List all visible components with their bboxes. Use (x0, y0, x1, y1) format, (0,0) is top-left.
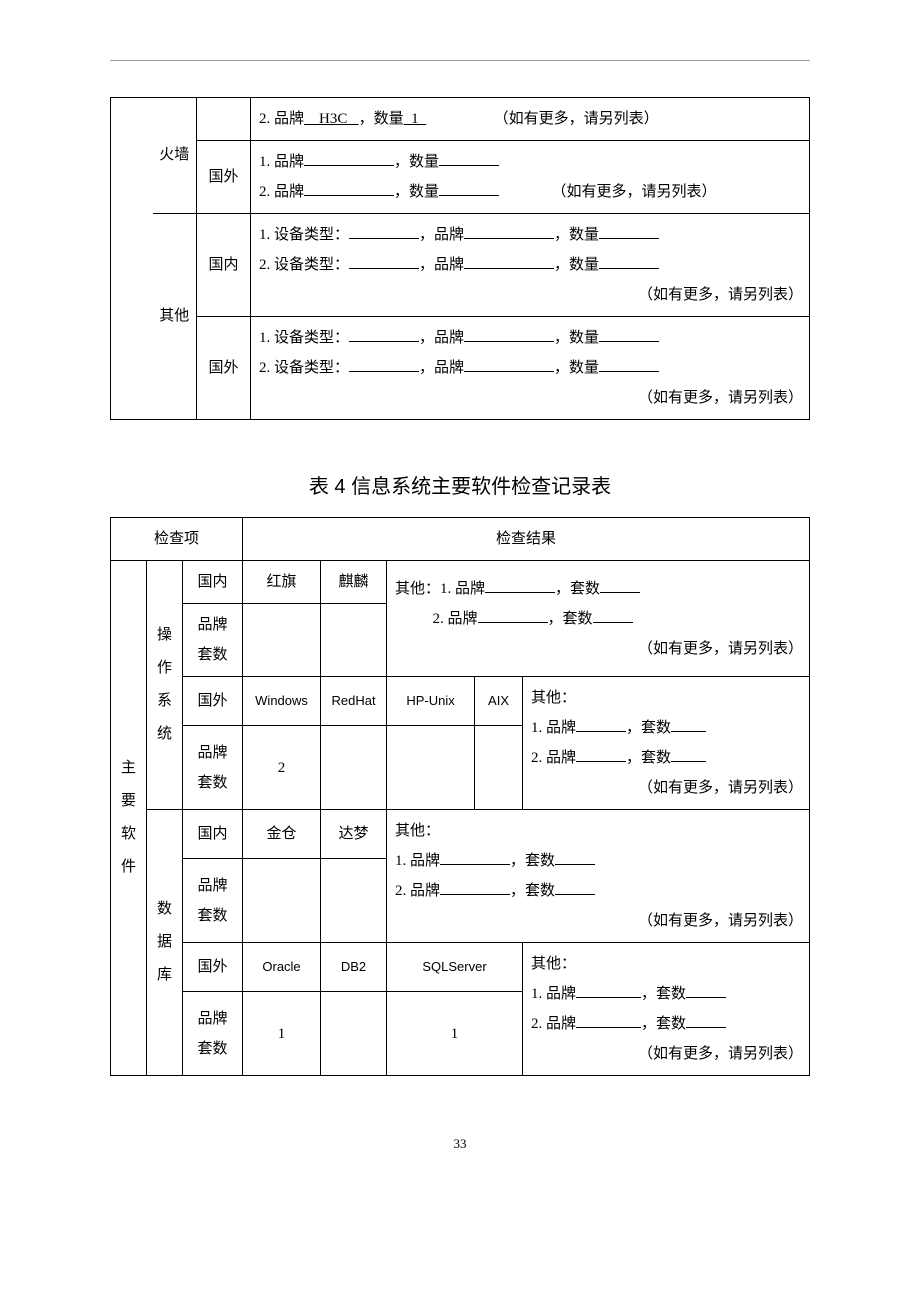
note: （如有更多，请另列表） (395, 906, 803, 936)
db-abr-c2: DB2 (321, 943, 387, 992)
db-abr-origin-23: 品牌套数 (183, 992, 243, 1076)
os-abr-v2 (321, 726, 387, 810)
table4: 检查项 检查结果 主要软件 操作系统 国内 红旗 麒麟 其他：1. 品牌，套数 … (110, 517, 810, 1076)
table3-continuation: 火墙 2. 品牌 H3C ，数量 1 （如有更多，请另列表） 国外 1. 品牌，… (110, 97, 810, 420)
cat-other: 其他 (153, 214, 197, 420)
os-abr-c4: AIX (475, 677, 523, 726)
table3-left-pad (111, 98, 153, 420)
os-dom-c1: 红旗 (243, 561, 321, 604)
os-dom-v1 (243, 604, 321, 677)
os-dom-c2: 麒麟 (321, 561, 387, 604)
cat-firewall: 火墙 (153, 98, 197, 214)
origin-blank (197, 98, 251, 141)
other-dom-content: 1. 设备类型：，品牌，数量 2. 设备类型：，品牌，数量 （如有更多，请另列表… (251, 214, 810, 317)
db-abr-c1: Oracle (243, 943, 321, 992)
os-abr-origin-1: 国外 (183, 677, 243, 726)
os-abr-c2: RedHat (321, 677, 387, 726)
os-dom-origin-1: 国内 (183, 561, 243, 604)
hdr-result: 检查结果 (243, 518, 810, 561)
db-label: 数据库 (147, 810, 183, 1076)
os-abr-c1: Windows (243, 677, 321, 726)
db-abr-v3: 1 (387, 992, 523, 1076)
db-abr-c3: SQLServer (387, 943, 523, 992)
other-abr-origin: 国外 (197, 317, 251, 420)
os-dom-origin-23: 品牌套数 (183, 604, 243, 677)
db-dom-v2 (321, 859, 387, 943)
cat-other-label: 其他 (159, 308, 189, 324)
os-abr-v4 (475, 726, 523, 810)
fw-abroad-origin: 国外 (197, 141, 251, 214)
db-abr-v1: 1 (243, 992, 321, 1076)
os-dom-other: 其他：1. 品牌，套数 2. 品牌，套数 （如有更多，请另列表） (387, 561, 810, 677)
db-dom-other: 其他： 1. 品牌，套数 2. 品牌，套数 （如有更多，请另列表） (387, 810, 810, 943)
note: （如有更多，请另列表） (259, 280, 803, 310)
note: （如有更多，请另列表） (259, 383, 803, 413)
page-top-rule (110, 60, 810, 61)
main-label: 主要软件 (111, 561, 147, 1076)
fw-cont-line: 2. 品牌 H3C ，数量 1 （如有更多，请另列表） (251, 98, 810, 141)
os-abr-other: 其他： 1. 品牌，套数 2. 品牌，套数 （如有更多，请另列表） (523, 677, 810, 810)
os-abr-origin-23: 品牌套数 (183, 726, 243, 810)
page-number: 33 (110, 1136, 810, 1152)
os-dom-v2 (321, 604, 387, 677)
db-dom-c2: 达梦 (321, 810, 387, 859)
table4-title: 表 4 信息系统主要软件检查记录表 (110, 470, 810, 499)
db-abr-v2 (321, 992, 387, 1076)
note: （如有更多，请另列表） (531, 773, 803, 803)
db-abr-origin-1: 国外 (183, 943, 243, 992)
other-abr-content: 1. 设备类型：，品牌，数量 2. 设备类型：，品牌，数量 （如有更多，请另列表… (251, 317, 810, 420)
note: （如有更多，请另列表） (531, 1039, 803, 1069)
other-dom-origin: 国内 (197, 214, 251, 317)
note: （如有更多，请另列表） (395, 634, 803, 664)
cat-firewall-label: 火墙 (159, 147, 189, 163)
hdr-item: 检查项 (111, 518, 243, 561)
db-dom-origin-23: 品牌套数 (183, 859, 243, 943)
db-abr-other: 其他： 1. 品牌，套数 2. 品牌，套数 （如有更多，请另列表） (523, 943, 810, 1076)
os-abr-v1: 2 (243, 726, 321, 810)
db-dom-origin-1: 国内 (183, 810, 243, 859)
os-label: 操作系统 (147, 561, 183, 810)
db-dom-c1: 金仓 (243, 810, 321, 859)
os-abr-c3: HP-Unix (387, 677, 475, 726)
fw-abroad-content: 1. 品牌，数量 2. 品牌，数量 （如有更多，请另列表） (251, 141, 810, 214)
db-dom-v1 (243, 859, 321, 943)
os-abr-v3 (387, 726, 475, 810)
